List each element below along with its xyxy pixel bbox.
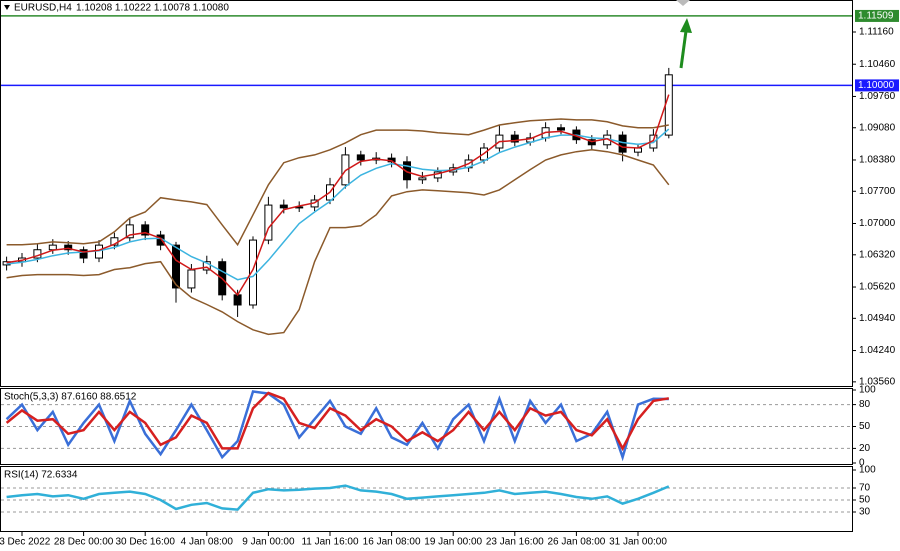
stoch-title: Stoch(5,3,3) 87.6160 88.6512 xyxy=(4,392,137,403)
price-marker xyxy=(676,0,690,6)
y-tick-label: 1.11160 xyxy=(859,27,894,38)
y-tick-label: 1.07000 xyxy=(859,218,896,229)
candle-body xyxy=(264,204,273,241)
series-line xyxy=(5,390,669,462)
level-label-box xyxy=(855,9,899,22)
candle-body xyxy=(64,244,73,251)
x-tick-label: 30 Dec 16:00 xyxy=(115,537,175,548)
candle-body xyxy=(618,134,627,153)
y-tick-label: 100 xyxy=(859,385,876,396)
trend-arrow-head xyxy=(680,18,692,33)
y-tick-label: 1.06320 xyxy=(859,249,896,260)
x-tick-label: 11 Jan 16:00 xyxy=(301,537,359,548)
y-tick-label: 30 xyxy=(859,507,871,518)
y-tick-label: 1.04940 xyxy=(859,313,896,324)
series-line xyxy=(6,149,670,336)
candle-body xyxy=(79,249,88,259)
series-line xyxy=(6,94,670,297)
y-tick-label: 20 xyxy=(859,443,871,454)
y-tick-label: 1.08380 xyxy=(859,155,896,166)
series-line xyxy=(6,118,669,247)
y-tick-label: 50 xyxy=(859,421,871,432)
x-tick-label: 4 Jan 08:00 xyxy=(181,537,234,548)
rsi-panel xyxy=(0,466,853,532)
x-tick-label: 28 Dec 00:00 xyxy=(54,537,114,548)
x-tick-label: 23 Dec 2022 xyxy=(0,537,51,548)
y-tick-label: 1.09760 xyxy=(859,91,896,102)
x-tick-label: 9 Jan 00:00 xyxy=(242,537,295,548)
level-label: 1.11509 xyxy=(858,11,894,22)
y-tick-label: 1.03560 xyxy=(859,376,896,387)
series-line xyxy=(6,128,670,281)
candle-body xyxy=(557,127,565,131)
rsi-title: RSI(14) 72.6334 xyxy=(4,470,78,481)
x-tick-label: 23 Jan 16:00 xyxy=(486,537,544,548)
price-panel xyxy=(0,0,853,387)
candle-body xyxy=(125,224,134,239)
candle-body xyxy=(418,177,427,181)
candle-body xyxy=(172,244,180,289)
candle-body xyxy=(356,154,365,161)
menu-triangle xyxy=(4,5,10,10)
y-tick-label: 1.04240 xyxy=(859,345,896,356)
candle-body xyxy=(510,134,519,143)
y-tick-label: 1.10460 xyxy=(859,59,896,70)
y-tick-label: 1.09080 xyxy=(859,122,896,133)
candle-body xyxy=(48,244,57,251)
ohlc-readout: 1.10208 1.10222 1.10078 1.10080 xyxy=(76,3,229,14)
x-tick-label: 19 Jan 00:00 xyxy=(424,537,482,548)
level-label: 1.10000 xyxy=(858,80,895,91)
candle-body xyxy=(141,224,150,236)
y-tick-label: 0 xyxy=(859,458,865,469)
y-tick-label: 80 xyxy=(859,399,871,410)
y-tick-label: 1.05620 xyxy=(859,282,896,293)
x-tick-label: 31 Jan 00:00 xyxy=(609,537,667,548)
candle-body xyxy=(403,161,411,181)
y-tick-label: 100 xyxy=(859,465,876,476)
x-tick-label: 16 Jan 08:00 xyxy=(363,537,421,548)
trend-arrow xyxy=(679,30,688,69)
y-tick-label: 50 xyxy=(859,495,871,506)
y-tick-label: 1.07700 xyxy=(859,186,896,197)
series-line xyxy=(6,484,670,511)
x-tick-label: 26 Jan 08:00 xyxy=(547,537,605,548)
level-label-box xyxy=(855,79,899,92)
candle-body xyxy=(233,294,242,306)
candle-body xyxy=(187,269,196,289)
symbol-title: EURUSD,H4 xyxy=(14,3,72,14)
series-line xyxy=(5,391,670,452)
y-tick-label: 70 xyxy=(859,483,871,494)
candle-body xyxy=(279,204,288,209)
candle-body xyxy=(202,261,211,271)
